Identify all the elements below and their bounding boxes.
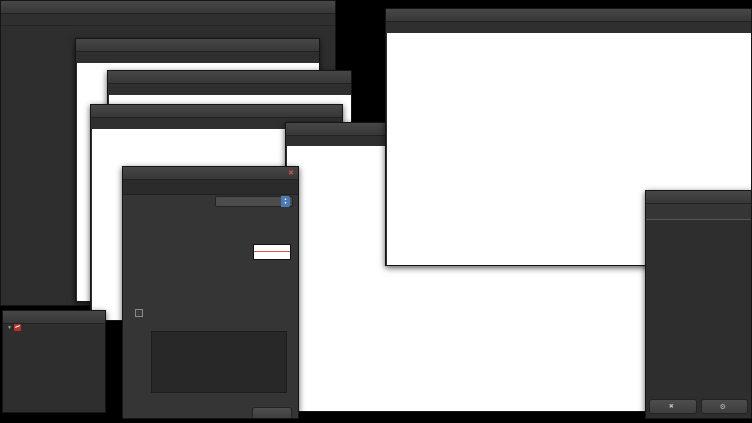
data-table-window: ✖ ⚙ (645, 190, 752, 419)
line-preview (253, 244, 291, 260)
table-header (646, 204, 751, 220)
main-menubar (1, 14, 335, 26)
toolboxes-window: ▾ (2, 310, 106, 413)
close-icon[interactable]: ✖ (288, 170, 294, 177)
spinner-icon[interactable]: ▲ ▼ (281, 196, 290, 207)
edit-curve-titlebar[interactable]: ✖ (123, 167, 298, 180)
plot-icon (14, 324, 21, 332)
layers-list[interactable] (151, 331, 287, 393)
expander-icon[interactable]: ▾ (8, 324, 11, 331)
view3d-pbe-titlebar[interactable] (108, 71, 351, 84)
data-table-titlebar[interactable] (646, 191, 751, 204)
auto-shift-checkbox[interactable] (135, 309, 143, 317)
close-button[interactable] (252, 407, 292, 418)
cancel-icon: ✖ (668, 404, 674, 410)
main-window-titlebar[interactable] (1, 1, 335, 14)
cancel-button[interactable]: ✖ (649, 399, 697, 414)
view3d-blyp-titlebar[interactable] (91, 105, 342, 118)
select-set-combo[interactable]: ▲ ▼ (215, 196, 293, 207)
toolboxes-titlebar[interactable] (3, 311, 105, 324)
apply-button[interactable]: ⚙ (700, 399, 748, 414)
gear-icon: ⚙ (719, 403, 726, 411)
edit-curve-tabs (123, 180, 298, 195)
edit-curve-dialog: ✖ ▲ ▼ (122, 166, 299, 419)
toolbox-group-row[interactable]: ▾ (3, 324, 105, 332)
view3d-pw91-titlebar[interactable] (76, 39, 319, 52)
gr-plot-titlebar[interactable] (386, 9, 751, 22)
table-body[interactable] (647, 218, 750, 387)
